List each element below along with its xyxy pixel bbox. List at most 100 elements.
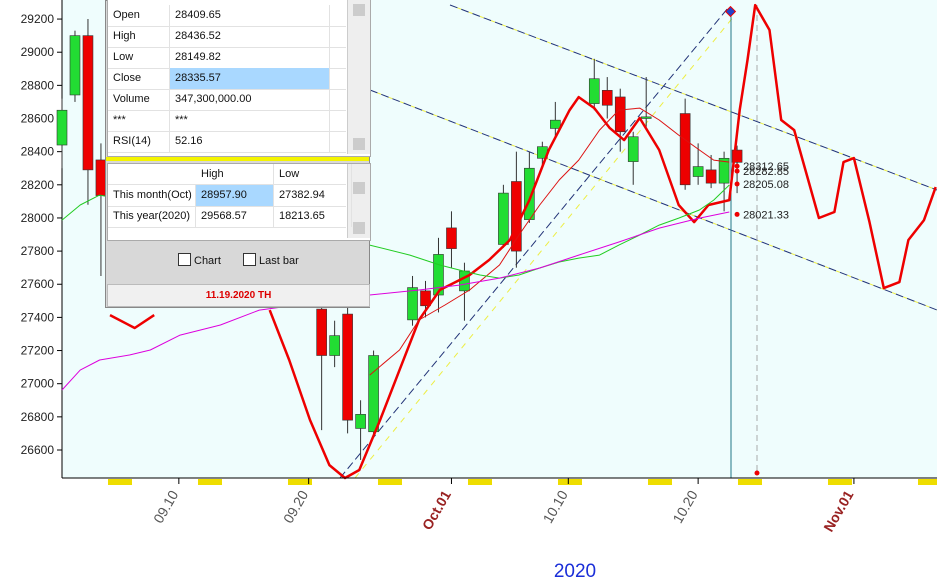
y-tick-label: 27800 [21, 244, 55, 258]
candle-body [601, 90, 613, 106]
quote-label: High [108, 26, 170, 47]
y-tick-label: 28600 [21, 112, 55, 126]
y-tick-label: 27000 [21, 377, 55, 391]
info-panel: Open 28409.65 High 28436.52 Low 28149.82 Close… [105, 0, 371, 308]
weekend-marker [288, 479, 312, 485]
quote-label: *** [108, 110, 170, 131]
y-tick-label: 27400 [21, 310, 55, 324]
weekend-marker [558, 479, 582, 485]
quote-value: 52.16 [170, 131, 330, 152]
trend-line [449, 4, 937, 191]
quote-label: Close [108, 68, 170, 89]
scroll-down[interactable] [353, 222, 365, 234]
candle-body [627, 136, 639, 162]
range-label: This year(2020) [108, 206, 196, 227]
candle-body [550, 119, 561, 129]
weekend-marker [378, 479, 402, 485]
weekend-marker [198, 479, 222, 485]
cursor-marker [724, 5, 737, 18]
line-series [61, 211, 730, 391]
price-dot [734, 211, 740, 217]
trend-line [369, 89, 937, 311]
candle-body [355, 414, 366, 429]
quote-label: RSI(14) [108, 131, 170, 152]
range-row: This year(2020) 29568.57 18213.65 [108, 206, 352, 228]
scroll-up[interactable] [353, 4, 365, 16]
x-tick-label: 09.20 [280, 487, 311, 526]
x-tick-label: Nov.01 [820, 487, 856, 534]
quote-row: High 28436.52 [108, 26, 346, 48]
scrollbar[interactable] [347, 164, 370, 238]
price-label: 28021.33 [743, 209, 789, 221]
y-tick-label: 26800 [21, 410, 55, 424]
y-tick-label: 28400 [21, 145, 55, 159]
range-row: This month(Oct) 28957.90 27382.94 [108, 185, 352, 207]
quote-table: Open 28409.65 High 28436.52 Low 28149.82 Close… [107, 0, 371, 157]
checkbox-label: Last bar [259, 255, 299, 267]
range-header: High Low [108, 164, 352, 185]
price-label: 28205.08 [743, 179, 789, 191]
quote-label: Low [108, 47, 170, 68]
panel-footer: 11.19.2020 TH [107, 284, 370, 307]
candle-body [511, 181, 522, 252]
x-tick-label: 09.10 [150, 487, 181, 526]
candle-body [433, 254, 444, 296]
range-header-cell: High [196, 164, 274, 185]
candle-body [692, 166, 704, 177]
x-tick-label: 10.10 [540, 487, 571, 526]
candle-body [498, 192, 509, 245]
checkbox[interactable]: Chart [178, 253, 221, 267]
checkbox[interactable]: Last bar [243, 253, 299, 267]
candle-body [368, 355, 379, 433]
forecast-dot [754, 470, 760, 476]
candle-body [588, 78, 600, 104]
trend-line [449, 4, 937, 191]
scroll-down[interactable] [353, 138, 365, 150]
candle-body [407, 287, 418, 321]
range-label: This month(Oct) [108, 185, 196, 206]
candle-body [342, 313, 353, 421]
y-tick-label: 27600 [21, 277, 55, 291]
quote-row: RSI(14) 52.16 [108, 131, 346, 153]
x-tick-label: Oct.01 [419, 487, 454, 532]
trend-line [354, 14, 736, 479]
y-tick-label: 28800 [21, 78, 55, 92]
candle-body [82, 35, 94, 171]
price-dot [734, 168, 740, 174]
trend-lines [339, 4, 937, 479]
quote-value: 28436.52 [170, 26, 330, 47]
scrollbar[interactable] [347, 0, 370, 154]
checkbox-label: Chart [194, 255, 221, 267]
candle-body [446, 227, 457, 249]
range-value: 27382.94 [274, 185, 352, 206]
scroll-up[interactable] [353, 182, 365, 194]
candles [56, 19, 743, 460]
quote-label: Open [108, 5, 170, 26]
candle-body [459, 270, 470, 292]
quote-row: *** *** [108, 110, 346, 132]
range-value: 28957.90 [196, 185, 274, 206]
range-table: High Low This month(Oct) 28957.90 27382.94 Th… [107, 163, 371, 241]
candle-body [420, 290, 431, 307]
weekend-marker [738, 479, 762, 485]
weekend-marker [648, 479, 672, 485]
range-value: 18213.65 [274, 206, 352, 227]
price-label: 28282.85 [743, 166, 789, 178]
quote-row: Low 28149.82 [108, 47, 346, 69]
candle-body [679, 113, 691, 186]
range-header-cell: Low [274, 164, 352, 185]
quote-row: Open 28409.65 [108, 5, 346, 27]
quote-row: Volume 347,300,000.00 [108, 89, 346, 111]
candle-body [316, 308, 327, 356]
price-label: 28312.65 [743, 161, 789, 173]
x-axis-label: 2020 [554, 561, 596, 581]
weekend-marker [828, 479, 852, 485]
weekend-marker [108, 479, 132, 485]
weekend-marker [918, 479, 937, 485]
trend-line [339, 7, 729, 479]
price-dot [734, 163, 740, 169]
price-dot [734, 181, 740, 187]
y-tick-label: 26600 [21, 443, 55, 457]
y-tick-label: 27200 [21, 344, 55, 358]
